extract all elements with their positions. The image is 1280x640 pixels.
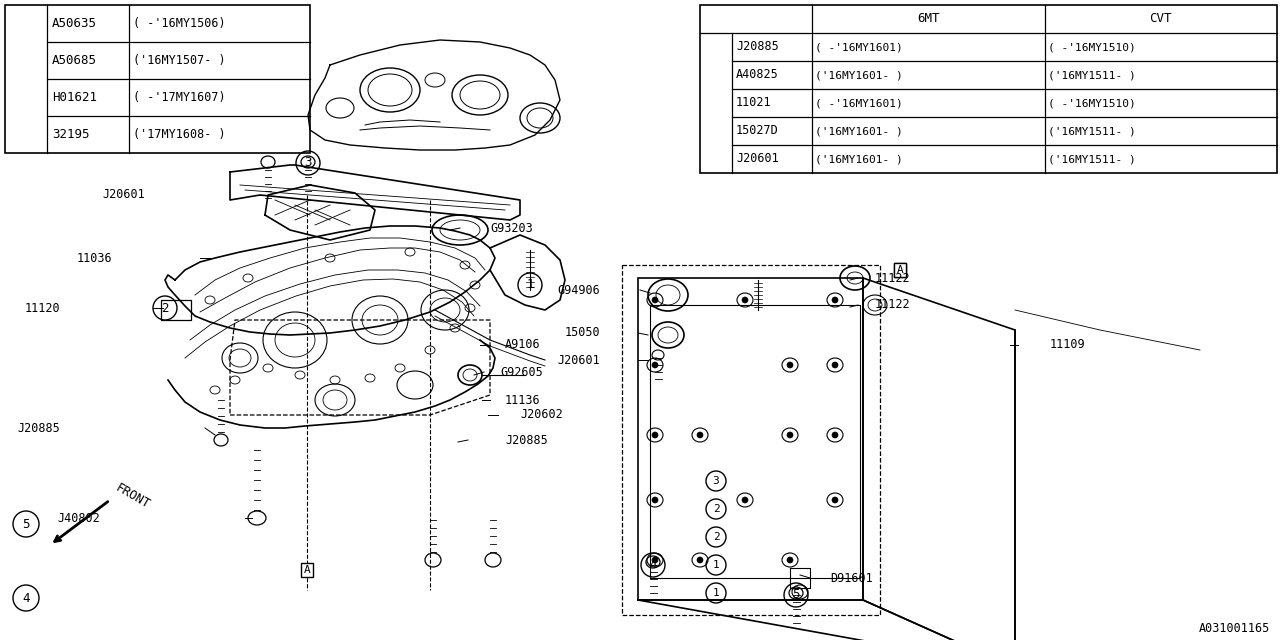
Text: 1: 1 <box>526 278 534 291</box>
Text: ( -'16MY1601): ( -'16MY1601) <box>815 98 902 108</box>
Text: FRONT: FRONT <box>113 481 152 511</box>
Ellipse shape <box>652 432 658 438</box>
Text: 11136: 11136 <box>506 394 540 406</box>
Text: ('16MY1511- ): ('16MY1511- ) <box>1047 154 1135 164</box>
Text: 5: 5 <box>792 589 800 602</box>
Text: J20602: J20602 <box>520 408 563 422</box>
Text: 6MT: 6MT <box>916 13 940 26</box>
Text: 11036: 11036 <box>77 252 113 264</box>
Text: 4: 4 <box>22 591 29 605</box>
Text: 2: 2 <box>161 301 169 314</box>
Text: J20885: J20885 <box>736 40 778 54</box>
Text: ('16MY1601- ): ('16MY1601- ) <box>815 70 902 80</box>
Text: A40825: A40825 <box>736 68 778 81</box>
Text: J20885: J20885 <box>506 433 548 447</box>
Ellipse shape <box>742 497 748 503</box>
Text: 2: 2 <box>713 532 719 542</box>
Text: J20885: J20885 <box>17 422 60 435</box>
Text: J20601: J20601 <box>736 152 778 166</box>
Text: G94906: G94906 <box>557 284 600 296</box>
Ellipse shape <box>832 497 838 503</box>
Text: 11122: 11122 <box>876 271 910 285</box>
Bar <box>637 278 863 600</box>
Ellipse shape <box>698 557 703 563</box>
Ellipse shape <box>832 297 838 303</box>
Text: D91601: D91601 <box>829 572 873 584</box>
Text: 11109: 11109 <box>1050 339 1085 351</box>
Text: ('16MY1511- ): ('16MY1511- ) <box>1047 70 1135 80</box>
Text: 1: 1 <box>713 588 719 598</box>
Text: 1: 1 <box>713 560 719 570</box>
Bar <box>5 5 310 153</box>
Text: 3: 3 <box>305 157 312 170</box>
Text: G92605: G92605 <box>500 365 543 378</box>
Text: J20601: J20601 <box>102 189 145 202</box>
Text: ('16MY1601- ): ('16MY1601- ) <box>815 126 902 136</box>
Text: A: A <box>303 565 310 575</box>
Text: J20601: J20601 <box>557 353 600 367</box>
Ellipse shape <box>787 362 794 368</box>
Text: ('17MY1608- ): ('17MY1608- ) <box>133 128 225 141</box>
Ellipse shape <box>698 432 703 438</box>
Text: ('16MY1511- ): ('16MY1511- ) <box>1047 126 1135 136</box>
Text: 15027D: 15027D <box>736 125 778 138</box>
Ellipse shape <box>742 297 748 303</box>
Ellipse shape <box>787 432 794 438</box>
Bar <box>700 5 1277 173</box>
Text: ( -'17MY1607): ( -'17MY1607) <box>133 91 225 104</box>
Text: 5: 5 <box>22 518 29 531</box>
Ellipse shape <box>832 432 838 438</box>
Text: 11120: 11120 <box>24 301 60 314</box>
Text: A: A <box>896 265 904 275</box>
Ellipse shape <box>652 497 658 503</box>
Text: G93203: G93203 <box>490 221 532 234</box>
Text: A50635: A50635 <box>52 17 97 30</box>
Text: 11021: 11021 <box>736 97 772 109</box>
Text: A9106: A9106 <box>506 339 540 351</box>
Ellipse shape <box>652 297 658 303</box>
Text: A50685: A50685 <box>52 54 97 67</box>
Text: H01621: H01621 <box>52 91 97 104</box>
Text: ('16MY1601- ): ('16MY1601- ) <box>815 154 902 164</box>
Text: 3: 3 <box>713 476 719 486</box>
Text: CVT: CVT <box>1149 13 1172 26</box>
Text: ( -'16MY1506): ( -'16MY1506) <box>133 17 225 30</box>
Text: 11122: 11122 <box>876 298 910 312</box>
Ellipse shape <box>652 362 658 368</box>
Ellipse shape <box>652 557 658 563</box>
Bar <box>161 300 191 320</box>
Text: 2: 2 <box>713 504 719 514</box>
Text: 4: 4 <box>649 559 657 572</box>
Text: ( -'16MY1510): ( -'16MY1510) <box>1047 98 1135 108</box>
Text: 15050: 15050 <box>564 326 600 339</box>
Text: A: A <box>896 265 904 275</box>
Text: ( -'16MY1510): ( -'16MY1510) <box>1047 42 1135 52</box>
Text: 32195: 32195 <box>52 128 90 141</box>
Text: ( -'16MY1601): ( -'16MY1601) <box>815 42 902 52</box>
Ellipse shape <box>787 557 794 563</box>
Text: A031001165: A031001165 <box>1199 621 1270 634</box>
Text: ('16MY1507- ): ('16MY1507- ) <box>133 54 225 67</box>
Ellipse shape <box>832 362 838 368</box>
Text: J40802: J40802 <box>58 511 100 525</box>
